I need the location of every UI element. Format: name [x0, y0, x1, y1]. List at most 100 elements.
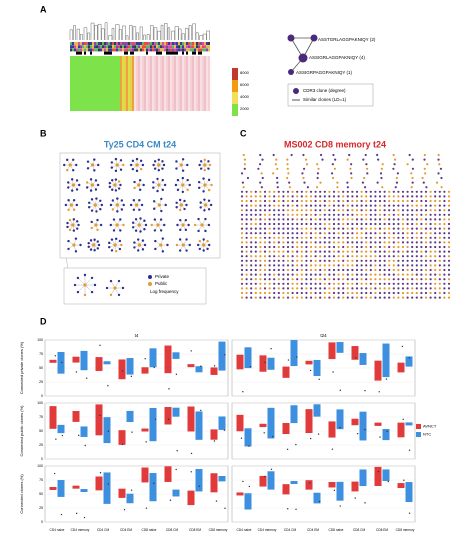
node — [351, 213, 354, 216]
point — [145, 507, 148, 509]
node — [272, 172, 275, 175]
node — [254, 291, 257, 295]
node — [434, 190, 437, 193]
node — [420, 218, 423, 221]
legend-swatch — [148, 275, 152, 279]
node — [401, 218, 405, 221]
node — [378, 296, 382, 299]
node — [429, 268, 432, 272]
node — [401, 291, 405, 295]
node — [250, 255, 253, 258]
annotation-cell — [124, 45, 126, 49]
annotation-cell — [108, 48, 110, 52]
point — [354, 497, 356, 499]
heatmap-cell — [126, 56, 129, 111]
node — [424, 218, 428, 221]
heatmap-cell — [156, 56, 159, 111]
node — [72, 243, 76, 247]
node — [342, 255, 345, 258]
node — [342, 245, 345, 249]
annotation-cell — [142, 45, 144, 49]
node — [365, 209, 368, 212]
point — [107, 483, 109, 485]
node — [291, 232, 294, 235]
node — [76, 227, 79, 230]
annotation-cell — [196, 51, 198, 55]
node — [314, 218, 317, 221]
node — [323, 190, 326, 193]
annotation-cell — [92, 51, 94, 55]
node — [286, 273, 290, 276]
node — [250, 259, 253, 262]
node — [420, 227, 423, 230]
node — [429, 291, 432, 295]
node — [332, 259, 336, 262]
annotation-cell — [204, 42, 206, 45]
node — [291, 190, 294, 193]
annotation-cell — [128, 51, 130, 55]
node — [383, 259, 386, 262]
annotation-cell — [176, 48, 178, 52]
node — [429, 209, 432, 212]
dendrogram — [97, 24, 102, 40]
node — [240, 291, 244, 295]
node — [360, 245, 363, 249]
node — [240, 273, 244, 276]
node — [119, 218, 122, 221]
dendrogram — [76, 28, 80, 40]
y-tick-label: 0 — [41, 394, 43, 398]
annotation-cell — [174, 42, 176, 45]
node — [181, 183, 185, 187]
annotation-cell — [132, 48, 134, 52]
node — [410, 186, 413, 189]
node — [378, 218, 382, 221]
node — [240, 245, 244, 249]
node — [374, 236, 377, 239]
node — [111, 179, 114, 182]
box — [164, 466, 172, 482]
node — [438, 190, 441, 193]
heatmap-cell — [80, 56, 83, 111]
node — [157, 183, 161, 187]
point — [190, 350, 192, 352]
box — [290, 481, 298, 485]
node — [438, 218, 441, 221]
legend-label: NTC — [423, 432, 431, 437]
annotation-cell — [144, 51, 146, 55]
node — [71, 183, 76, 187]
dendrogram — [146, 34, 150, 40]
node — [346, 278, 349, 281]
node — [365, 227, 368, 230]
box — [195, 469, 203, 492]
node — [351, 204, 354, 207]
node — [300, 227, 303, 230]
node — [199, 206, 202, 209]
box — [57, 351, 65, 374]
node — [346, 236, 349, 239]
node — [296, 227, 299, 230]
annotation-cell — [126, 51, 128, 55]
node — [291, 273, 294, 276]
node — [300, 278, 303, 281]
node — [77, 223, 80, 227]
node — [254, 250, 257, 253]
point — [86, 377, 88, 379]
node — [362, 158, 365, 161]
heatmap-cell — [146, 56, 149, 111]
annotation-cell — [140, 45, 142, 49]
node — [383, 268, 386, 272]
node — [423, 158, 426, 161]
node — [117, 293, 121, 297]
node — [397, 268, 400, 272]
node — [250, 278, 253, 281]
y-tick-label: 25 — [39, 380, 43, 384]
annotation-cell — [108, 51, 110, 55]
node — [434, 282, 437, 285]
node — [263, 241, 267, 244]
row-label: Connected public clones (%) — [19, 405, 24, 457]
node — [250, 227, 253, 230]
node — [286, 176, 289, 180]
node — [207, 188, 211, 192]
dendrogram — [178, 28, 182, 40]
annotation-cell — [128, 48, 130, 52]
